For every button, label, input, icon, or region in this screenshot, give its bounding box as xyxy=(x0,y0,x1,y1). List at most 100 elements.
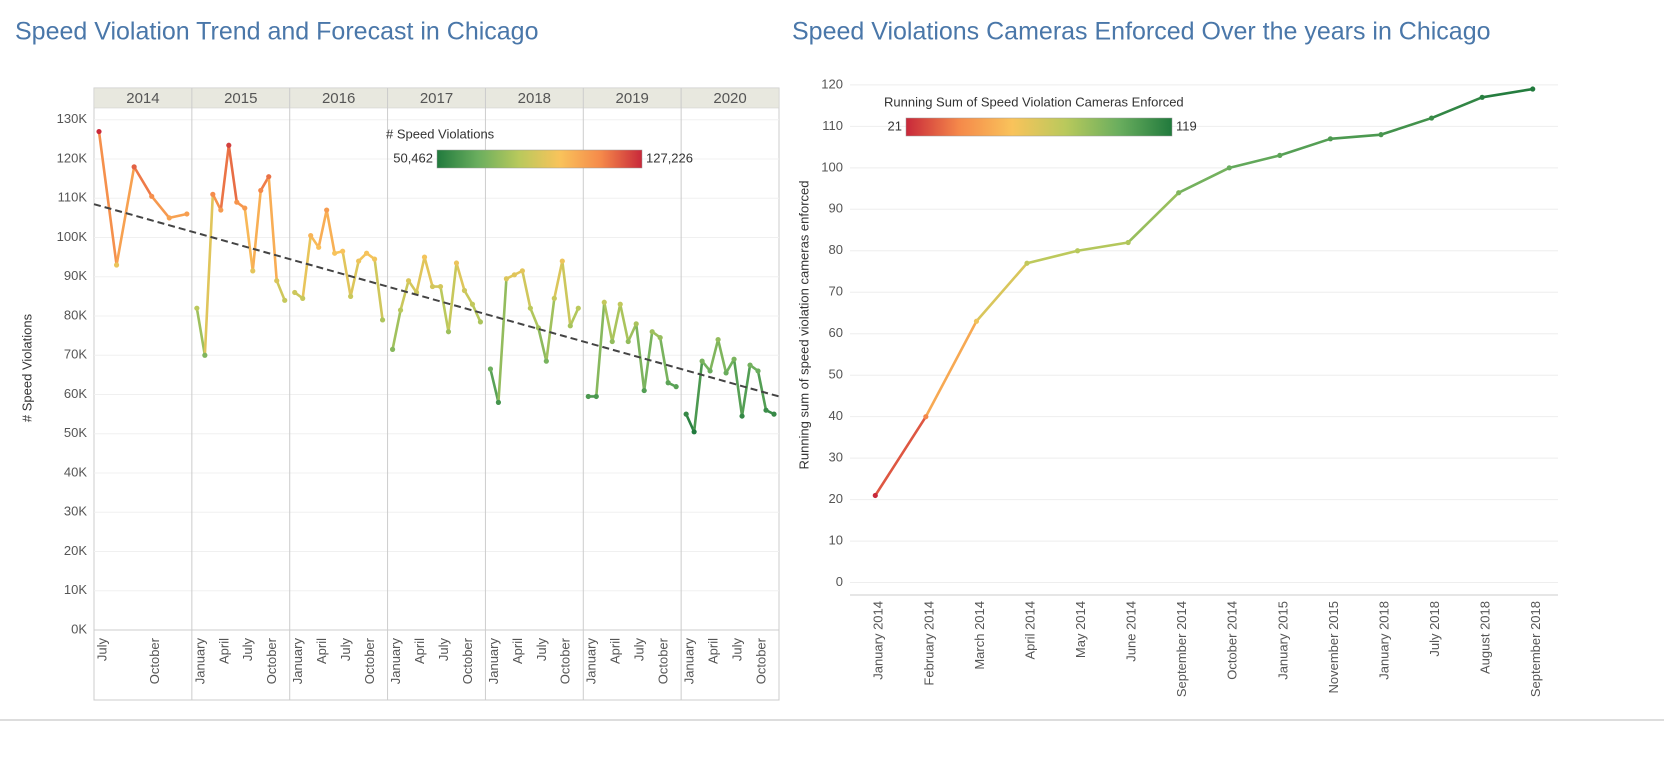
data-point xyxy=(1378,132,1384,138)
line-segment xyxy=(716,338,728,375)
line-segment xyxy=(497,277,508,404)
x-tick-label: October xyxy=(264,637,279,684)
data-point xyxy=(405,278,412,284)
trend-line xyxy=(93,203,780,398)
data-point xyxy=(1074,248,1081,254)
line-segment xyxy=(251,189,263,273)
data-point xyxy=(973,318,980,324)
line-segment xyxy=(1025,249,1079,265)
data-point xyxy=(340,248,346,254)
line-segment xyxy=(1430,96,1484,120)
legend-title: Running Sum of Speed Violation Cameras E… xyxy=(884,94,1184,109)
data-point xyxy=(715,336,721,343)
line-segment xyxy=(1278,137,1332,157)
data-point xyxy=(332,250,338,256)
line-segment xyxy=(275,279,287,302)
data-point xyxy=(461,287,468,294)
legend-max: 127,226 xyxy=(646,150,693,165)
legend-bar xyxy=(905,117,1173,137)
y-tick-label: 90K xyxy=(64,268,87,283)
x-tick-label: June 2014 xyxy=(1124,601,1139,662)
line-segment xyxy=(489,367,500,404)
x-tick-label: January xyxy=(584,638,599,685)
line-segment xyxy=(724,357,736,375)
data-point xyxy=(234,199,240,205)
data-point xyxy=(683,411,689,417)
line-segment xyxy=(447,261,458,334)
x-tick-label: July 2018 xyxy=(1427,601,1442,657)
data-point xyxy=(1176,190,1182,196)
data-point xyxy=(300,295,306,301)
y-tick-label: 20 xyxy=(829,491,843,506)
line-segment xyxy=(455,261,466,292)
x-tick-label: February 2014 xyxy=(921,601,936,686)
x-tick-label: October xyxy=(460,637,475,684)
data-point xyxy=(429,283,436,290)
x-tick-label: July xyxy=(436,638,451,662)
y-tick-label: 0K xyxy=(71,621,87,636)
x-tick-label: January xyxy=(290,638,305,685)
data-point xyxy=(495,399,502,405)
data-point xyxy=(308,232,314,239)
y-tick-label: 130K xyxy=(57,111,88,126)
line-segment xyxy=(150,195,171,220)
y-axis-title: Running sum of speed violation cameras e… xyxy=(796,180,811,469)
x-tick-label: January 2014 xyxy=(871,601,886,680)
line-segment xyxy=(301,234,312,300)
line-segment xyxy=(568,306,580,328)
y-tick-label: 80 xyxy=(829,242,843,257)
x-tick-label: April xyxy=(216,638,231,664)
line-segment xyxy=(227,143,239,204)
line-segment xyxy=(537,326,548,363)
panel-label: 2018 xyxy=(518,90,551,107)
data-point xyxy=(292,289,298,296)
y-tick-label: 50 xyxy=(829,367,843,382)
x-tick-label: April xyxy=(706,638,721,664)
data-point xyxy=(437,283,444,290)
y-tick-label: 10K xyxy=(64,582,87,597)
x-tick-label: April xyxy=(608,638,623,664)
panel-label: 2020 xyxy=(713,90,746,107)
legend-title: # Speed Violations xyxy=(386,126,495,141)
line-segment xyxy=(756,369,768,412)
line-segment xyxy=(471,302,482,324)
data-point xyxy=(210,191,216,197)
data-point xyxy=(511,272,517,278)
y-tick-label: 120K xyxy=(57,150,88,165)
data-point xyxy=(258,187,264,194)
y-tick-label: 0 xyxy=(836,574,843,589)
data-point xyxy=(477,319,484,325)
data-point xyxy=(242,205,248,211)
data-point xyxy=(250,268,256,274)
y-tick-label: 110K xyxy=(58,190,88,205)
data-point xyxy=(593,393,599,400)
line-segment xyxy=(545,297,556,363)
panel-label: 2016 xyxy=(322,90,355,107)
line-segment xyxy=(684,412,696,434)
x-tick-label: January xyxy=(388,638,403,685)
line-segment xyxy=(1480,87,1535,99)
x-tick-label: January 2015 xyxy=(1275,601,1290,680)
x-tick-label: April 2014 xyxy=(1022,601,1037,660)
y-tick-label: 80K xyxy=(64,307,87,322)
panel-label: 2019 xyxy=(616,90,649,107)
data-point xyxy=(166,215,172,221)
line-segment xyxy=(521,269,532,310)
data-point xyxy=(1024,260,1030,266)
line-segment xyxy=(243,206,255,273)
data-point xyxy=(559,258,565,264)
data-point xyxy=(96,128,102,135)
chart-title: Speed Violation Trend and Forecast in Ch… xyxy=(15,18,539,46)
line-segment xyxy=(924,319,978,418)
line-segment xyxy=(740,363,752,418)
data-point xyxy=(113,262,120,268)
data-point xyxy=(1226,165,1232,171)
x-tick-label: August 2018 xyxy=(1478,601,1493,674)
line-segment xyxy=(873,415,928,497)
x-tick-label: October xyxy=(656,637,671,684)
data-point xyxy=(625,338,631,345)
line-segment xyxy=(373,257,384,322)
data-point xyxy=(755,368,761,374)
data-point xyxy=(691,429,697,435)
data-point xyxy=(633,321,639,327)
